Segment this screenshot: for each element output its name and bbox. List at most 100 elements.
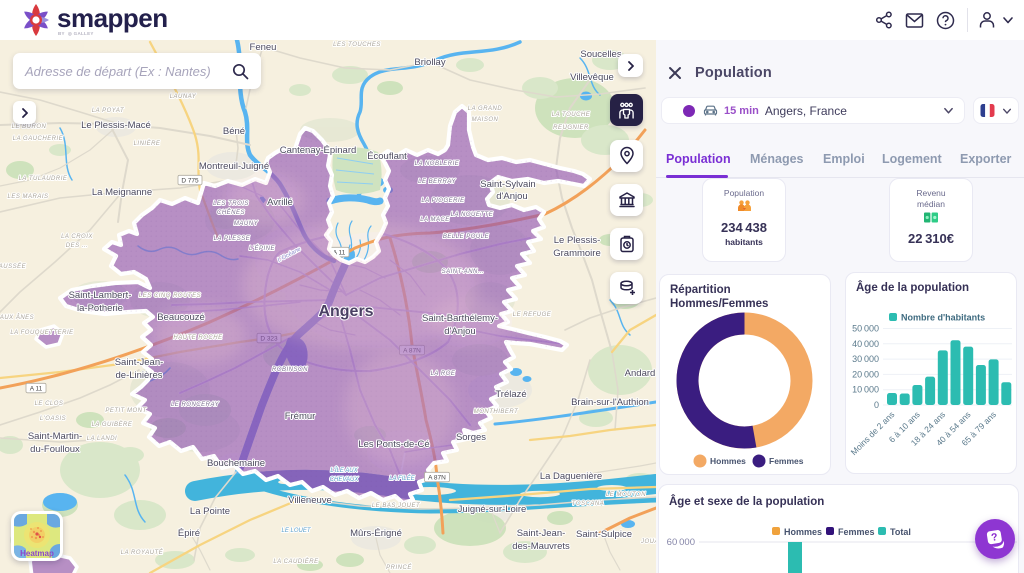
- svg-text:CHEVAUX: CHEVAUX: [330, 477, 360, 483]
- svg-text:LA NOBLERIE: LA NOBLERIE: [415, 161, 460, 167]
- svg-text:HAUSSÉE: HAUSSÉE: [0, 263, 27, 270]
- svg-text:Le Plessis-: Le Plessis-: [554, 235, 600, 246]
- svg-text:ROBINSON: ROBINSON: [272, 367, 308, 373]
- svg-text:A 11: A 11: [333, 250, 346, 257]
- svg-text:Bouchemaine: Bouchemaine: [207, 458, 265, 469]
- svg-text:LE RONCERAY: LE RONCERAY: [171, 402, 220, 408]
- svg-text:TOSCANA: TOSCANA: [572, 501, 604, 507]
- svg-text:LA GRAND: LA GRAND: [468, 106, 503, 112]
- svg-text:LA GAUCHERIE: LA GAUCHERIE: [13, 136, 64, 142]
- svg-text:L'ÎLE AUX: L'ÎLE AUX: [330, 467, 358, 474]
- svg-text:LE CLOS: LE CLOS: [35, 401, 64, 407]
- svg-text:Grammoire: Grammoire: [553, 248, 601, 259]
- svg-text:DES …: DES …: [66, 243, 89, 249]
- svg-text:Le Plessis-Macé: Le Plessis-Macé: [81, 120, 151, 131]
- svg-text:LA GUIBÈRE: LA GUIBÈRE: [92, 421, 133, 428]
- svg-text:JOUA: JOUA: [640, 539, 656, 545]
- svg-text:?: ?: [990, 531, 998, 544]
- svg-text:LA LANDI: LA LANDI: [87, 436, 117, 442]
- svg-text:Beaucouzé: Beaucouzé: [157, 312, 205, 323]
- svg-text:Mûrs-Érigné: Mûrs-Érigné: [350, 528, 402, 539]
- svg-text:La Pointe: La Pointe: [190, 506, 230, 517]
- svg-text:A 11: A 11: [30, 386, 43, 393]
- svg-text:Juigné-sur-Loire: Juigné-sur-Loire: [458, 504, 527, 515]
- svg-text:20 000: 20 000: [852, 369, 879, 379]
- svg-text:Béné: Béné: [223, 126, 245, 137]
- svg-text:PRINCÉ: PRINCÉ: [386, 564, 412, 571]
- svg-text:LE REFUGE: LE REFUGE: [513, 312, 552, 318]
- svg-text:Saint-Sulpice: Saint-Sulpice: [576, 529, 632, 540]
- svg-text:BELLE POULE: BELLE POULE: [443, 234, 490, 240]
- svg-text:la-Potherie: la-Potherie: [77, 303, 123, 314]
- svg-text:HAUTE ROCHE: HAUTE ROCHE: [173, 335, 223, 341]
- svg-text:La Daguenière: La Daguenière: [540, 471, 602, 482]
- svg-text:de-Linières: de-Linières: [116, 370, 163, 381]
- svg-text:LE LOUET: LE LOUET: [281, 528, 311, 534]
- svg-text:Saint-Sylvain: Saint-Sylvain: [480, 179, 535, 190]
- svg-text:Avrillé: Avrillé: [267, 197, 293, 208]
- svg-text:Les Ponts-de-Cé: Les Ponts-de-Cé: [358, 439, 429, 450]
- svg-text:SAINT-ANN…: SAINT-ANN…: [442, 269, 485, 275]
- svg-text:Frémur: Frémur: [285, 411, 316, 422]
- svg-text:d'Anjou: d'Anjou: [496, 191, 527, 202]
- svg-text:Saint-Jean-: Saint-Jean-: [517, 528, 566, 539]
- svg-text:Saint-Martin-: Saint-Martin-: [28, 431, 82, 442]
- svg-text:MAUNY: MAUNY: [234, 221, 259, 227]
- svg-text:10 000: 10 000: [852, 385, 879, 395]
- svg-text:D 775: D 775: [181, 178, 199, 185]
- svg-text:d'Anjou: d'Anjou: [444, 326, 475, 337]
- svg-text:Cantenay-Épinard: Cantenay-Épinard: [280, 145, 357, 156]
- svg-text:Briollay: Briollay: [414, 57, 445, 68]
- svg-text:LE BURON: LE BURON: [12, 124, 47, 130]
- svg-text:LAUNAY: LAUNAY: [170, 94, 197, 100]
- svg-text:LES MARAIS: LES MARAIS: [7, 194, 48, 200]
- svg-text:40 000: 40 000: [852, 339, 879, 349]
- svg-text:Villeneuve: Villeneuve: [288, 495, 332, 506]
- svg-text:LA ROYAUTÉ: LA ROYAUTÉ: [121, 549, 164, 556]
- svg-text:CHÊNES: CHÊNES: [217, 208, 245, 216]
- svg-text:Moins de 2 ans: Moins de 2 ans: [849, 409, 897, 457]
- svg-text:LA MACE: LA MACE: [420, 217, 450, 223]
- svg-text:Total: Total: [890, 527, 911, 537]
- svg-text:L'ÉPINE: L'ÉPINE: [249, 245, 275, 252]
- svg-text:Nombre d'habitants: Nombre d'habitants: [901, 313, 985, 323]
- svg-text:LE BERRAY: LE BERRAY: [418, 179, 456, 185]
- svg-text:Épiré: Épiré: [178, 528, 200, 539]
- svg-text:AUX ÂNES: AUX ÂNES: [0, 314, 34, 321]
- svg-text:Hommes: Hommes: [784, 527, 822, 537]
- svg-text:Brain-sur-l'Authion: Brain-sur-l'Authion: [571, 397, 649, 408]
- svg-text:LA NOUETTE: LA NOUETTE: [451, 212, 494, 218]
- svg-text:30 000: 30 000: [852, 354, 879, 364]
- svg-text:LES CINQ ROUTES: LES CINQ ROUTES: [139, 293, 201, 299]
- svg-text:du-Foulloux: du-Foulloux: [30, 444, 80, 455]
- svg-text:Hommes: Hommes: [710, 456, 746, 466]
- svg-text:Sorges: Sorges: [456, 432, 486, 443]
- svg-text:PETIT MONT: PETIT MONT: [105, 408, 147, 414]
- svg-text:Feneu: Feneu: [250, 42, 277, 53]
- svg-text:LA ROE: LA ROE: [431, 371, 456, 377]
- svg-text:LES TOUCHES: LES TOUCHES: [333, 42, 381, 48]
- svg-text:LA TOUCHE: LA TOUCHE: [552, 112, 591, 118]
- svg-text:Montreuil-Juigné: Montreuil-Juigné: [199, 161, 269, 172]
- svg-text:LA POYAT: LA POYAT: [92, 108, 125, 114]
- svg-text:REUGNIER: REUGNIER: [553, 125, 589, 131]
- svg-text:LA FILÉE: LA FILÉE: [389, 475, 415, 482]
- svg-text:Saint-Lambert-: Saint-Lambert-: [69, 290, 132, 301]
- svg-text:LE MOUTON: LE MOUTON: [606, 492, 646, 498]
- svg-text:LE BAS JOUET: LE BAS JOUET: [372, 503, 421, 509]
- svg-text:LA CROIX: LA CROIX: [61, 234, 93, 240]
- svg-text:Andard: Andard: [625, 368, 656, 379]
- svg-text:50 000: 50 000: [852, 324, 879, 334]
- svg-text:Villevêque: Villevêque: [570, 72, 614, 83]
- svg-text:LA CAUDIÈRE: LA CAUDIÈRE: [273, 558, 319, 565]
- svg-text:LA PLESSE: LA PLESSE: [214, 236, 251, 242]
- svg-text:MAISON: MAISON: [472, 117, 499, 123]
- svg-text:La Meignanne: La Meignanne: [92, 187, 152, 198]
- svg-text:Femmes: Femmes: [838, 527, 875, 537]
- svg-text:LES TROIS: LES TROIS: [213, 201, 249, 207]
- svg-text:LINIÈRE: LINIÈRE: [134, 140, 161, 147]
- svg-text:des-Mauvrets: des-Mauvrets: [512, 541, 570, 552]
- svg-text:Écouflant: Écouflant: [367, 151, 407, 162]
- svg-text:Trélazé: Trélazé: [495, 389, 526, 400]
- svg-text:Saint-Jean-: Saint-Jean-: [115, 357, 164, 368]
